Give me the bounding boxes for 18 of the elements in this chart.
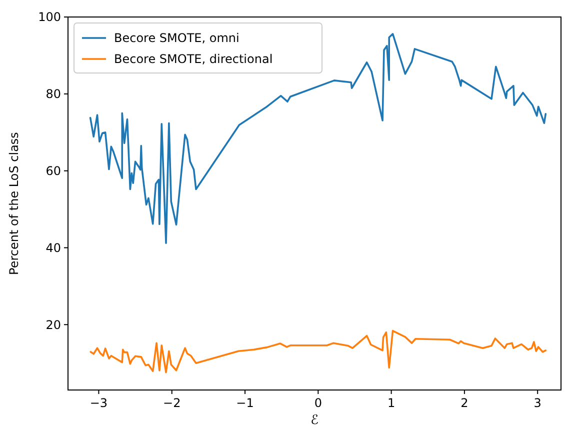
legend-label: Becore SMOTE, directional xyxy=(114,52,273,66)
legend-label: Becore SMOTE, omni xyxy=(114,31,240,46)
y-tick-label: 80 xyxy=(46,87,61,102)
y-tick-label: 100 xyxy=(38,10,61,24)
x-tick-label: −1 xyxy=(236,396,254,410)
x-tick-label: 2 xyxy=(460,396,468,410)
line-series xyxy=(90,330,547,374)
y-tick-label: 20 xyxy=(46,318,61,332)
y-tick-label: 40 xyxy=(46,240,61,255)
x-tick-label: 1 xyxy=(387,396,396,410)
x-tick-label: 3 xyxy=(534,396,542,410)
y-tick-label: 60 xyxy=(46,164,61,178)
x-tick-label: 0 xyxy=(314,396,322,410)
x-tick-label: −2 xyxy=(163,396,181,410)
line-series xyxy=(89,33,547,244)
x-tick-label: −3 xyxy=(90,396,108,410)
y-axis-title: Percent of the LoS class xyxy=(7,132,21,275)
x-axis-title: ℰ xyxy=(310,413,319,428)
